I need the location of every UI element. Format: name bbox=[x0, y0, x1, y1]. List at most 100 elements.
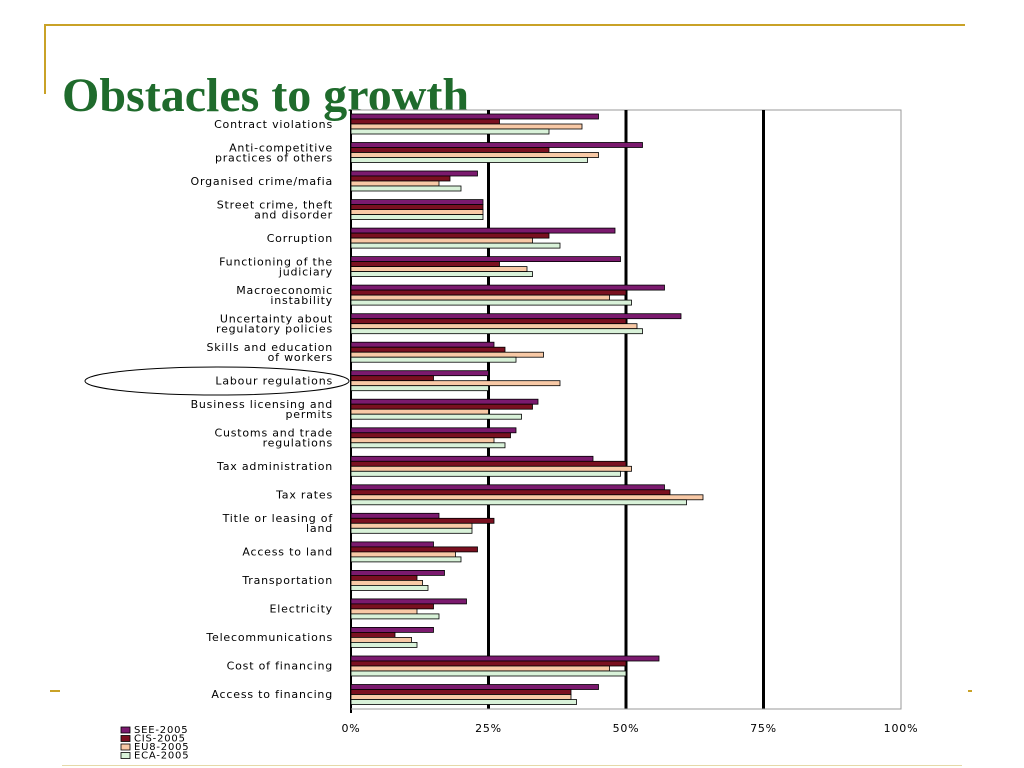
category-label: Organised crime/mafia bbox=[191, 175, 333, 188]
legend-swatch bbox=[120, 743, 131, 751]
category-label: Tax rates bbox=[275, 489, 333, 502]
bar bbox=[350, 209, 484, 216]
legend-label: ECA-2005 bbox=[134, 751, 189, 762]
bar bbox=[350, 232, 550, 239]
bar bbox=[350, 185, 462, 192]
x-tick-label: 50% bbox=[613, 722, 640, 735]
bar bbox=[350, 118, 500, 125]
category-label: Access to financing bbox=[211, 688, 333, 701]
footer-tick-left bbox=[50, 690, 60, 692]
bar bbox=[350, 551, 456, 558]
category-label: Skills and education of workers bbox=[206, 341, 333, 364]
accent-vertical-rule bbox=[44, 24, 46, 94]
bar bbox=[350, 632, 396, 638]
category-label: Tax administration bbox=[216, 460, 333, 473]
bar bbox=[350, 484, 665, 491]
bar bbox=[350, 323, 638, 330]
bar bbox=[350, 413, 522, 420]
bar bbox=[350, 175, 451, 182]
bar bbox=[350, 689, 572, 695]
bar bbox=[350, 512, 440, 519]
bar bbox=[350, 380, 561, 387]
bar bbox=[350, 204, 484, 211]
bar bbox=[350, 261, 500, 268]
legend-swatch bbox=[120, 735, 131, 742]
bar bbox=[350, 613, 440, 620]
category-label: Access to land bbox=[242, 546, 333, 559]
bar bbox=[350, 608, 418, 615]
bar bbox=[350, 403, 533, 410]
category-label: Contract violations bbox=[214, 118, 333, 131]
bar bbox=[350, 499, 687, 506]
bar bbox=[350, 152, 599, 158]
bar bbox=[350, 266, 528, 273]
bar bbox=[350, 655, 660, 662]
legend-label: CIS-2005 bbox=[134, 734, 186, 745]
bar bbox=[350, 570, 445, 576]
bar bbox=[350, 556, 462, 563]
bar bbox=[350, 670, 627, 677]
bar bbox=[350, 437, 495, 444]
bar bbox=[350, 432, 511, 439]
bar bbox=[350, 517, 495, 524]
bar bbox=[350, 214, 484, 221]
category-label: Transportation bbox=[241, 574, 333, 587]
bar bbox=[350, 699, 577, 705]
x-tick-label: 0% bbox=[341, 722, 360, 735]
bar bbox=[350, 351, 544, 358]
bar bbox=[350, 527, 473, 534]
bar bbox=[350, 489, 671, 496]
bar bbox=[350, 346, 506, 353]
bar bbox=[350, 157, 588, 163]
bar bbox=[350, 427, 517, 434]
bar bbox=[350, 170, 478, 177]
x-tick-label: 100% bbox=[884, 722, 919, 735]
bar bbox=[350, 460, 627, 467]
bar bbox=[350, 598, 467, 605]
legend-label: SEE-2005 bbox=[134, 725, 188, 736]
bar bbox=[350, 442, 506, 449]
bar bbox=[350, 522, 473, 529]
bar bbox=[350, 575, 418, 581]
bar bbox=[350, 694, 572, 700]
x-tick-label: 25% bbox=[475, 722, 502, 735]
bar bbox=[350, 585, 429, 591]
legend-label: EU8-2005 bbox=[134, 742, 189, 753]
bar bbox=[350, 356, 517, 363]
category-label: Functioning of the judiciary bbox=[219, 255, 333, 278]
category-label: Anti-competitive practices of others bbox=[215, 141, 333, 164]
bar bbox=[350, 227, 616, 234]
footer-rule bbox=[62, 765, 962, 766]
bar bbox=[350, 627, 434, 633]
x-tick-label: 75% bbox=[750, 722, 777, 735]
bar bbox=[350, 637, 412, 643]
bar bbox=[350, 408, 489, 415]
bar bbox=[350, 580, 423, 586]
bar bbox=[350, 294, 610, 301]
category-label: Telecommunications bbox=[205, 631, 333, 644]
bar bbox=[350, 546, 478, 553]
bar bbox=[350, 242, 561, 249]
bar bbox=[350, 318, 627, 325]
legend-swatch bbox=[120, 726, 131, 734]
bar bbox=[350, 385, 489, 392]
bar bbox=[350, 660, 627, 667]
accent-horizontal-rule bbox=[44, 24, 965, 26]
category-label: Uncertainty about regulatory policies bbox=[216, 312, 333, 335]
bar bbox=[350, 398, 539, 405]
bar bbox=[350, 541, 434, 548]
bar bbox=[350, 642, 418, 648]
bar bbox=[350, 289, 627, 296]
legend-swatch bbox=[120, 752, 131, 759]
category-label: Electricity bbox=[270, 603, 333, 616]
category-label: Business licensing and permits bbox=[191, 398, 333, 421]
footer-tick-right bbox=[968, 690, 972, 692]
bar bbox=[350, 256, 621, 263]
category-label: Corruption bbox=[267, 232, 333, 245]
category-label: Cost of financing bbox=[227, 660, 333, 673]
highlight-ellipse bbox=[84, 366, 350, 396]
bar bbox=[350, 328, 643, 335]
category-label: Title or leasing of land bbox=[222, 512, 334, 535]
bar bbox=[350, 128, 550, 135]
